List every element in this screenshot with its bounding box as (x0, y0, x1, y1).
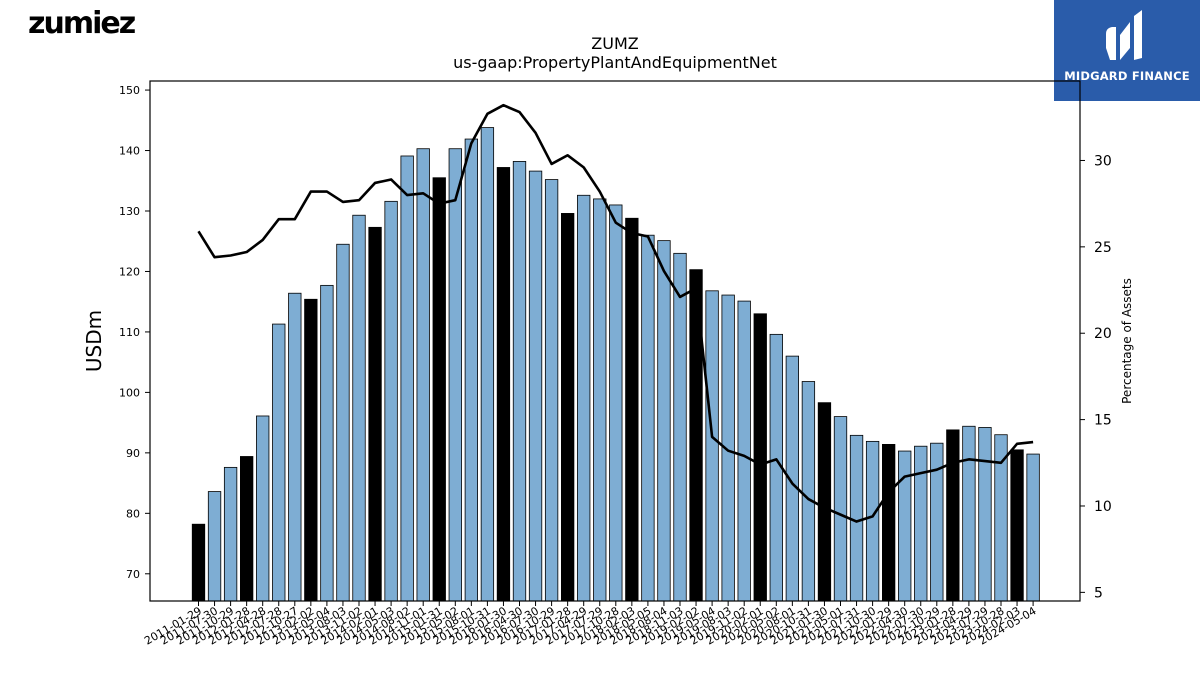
bar (673, 252, 687, 602)
plot-frame (149, 80, 1081, 602)
bar (593, 198, 607, 602)
bar (978, 427, 992, 602)
bar (239, 456, 254, 602)
bar (528, 170, 543, 602)
percentage-line (197, 103, 1034, 523)
bar (336, 243, 350, 602)
bar (207, 491, 222, 602)
bar (625, 217, 639, 602)
bar (480, 127, 495, 602)
bar (464, 138, 479, 602)
bar (352, 214, 366, 602)
bar (737, 300, 751, 602)
y2-tick-label: 5 (1094, 585, 1103, 601)
bar (416, 148, 430, 602)
bar (705, 290, 719, 602)
y-tick-label: 130 (119, 205, 140, 218)
bar (384, 200, 398, 602)
bar (609, 204, 623, 602)
bar (641, 234, 655, 602)
bar (657, 240, 671, 602)
y2-tick-label: 25 (1094, 240, 1112, 256)
y2-tick-label: 20 (1094, 326, 1112, 342)
y-tick-label: 100 (119, 386, 140, 399)
bar (801, 381, 816, 602)
bar (994, 434, 1008, 602)
y-tick-label: 110 (119, 326, 140, 339)
chart-title: ZUMZ (591, 34, 638, 53)
chart-subtitle: us-gaap:PropertyPlantAndEquipmentNet (453, 53, 777, 72)
bar (400, 155, 414, 602)
bar (849, 434, 864, 602)
bar (512, 161, 527, 602)
y-tick-label: 80 (126, 507, 140, 520)
bar (368, 226, 382, 602)
y2-tick-label: 30 (1094, 153, 1112, 169)
bar (946, 429, 960, 602)
y-tick-label: 150 (119, 84, 140, 97)
line-group (197, 103, 1034, 523)
bar (496, 167, 511, 602)
bar (914, 445, 928, 602)
bar (304, 298, 318, 602)
bar (191, 523, 206, 602)
y-axis-label: USDm (82, 310, 106, 372)
y2-tick-label: 15 (1094, 413, 1112, 429)
bar (320, 284, 334, 602)
bar (753, 313, 767, 602)
bar (833, 416, 848, 602)
bar (1010, 449, 1024, 602)
bar (256, 415, 270, 602)
y-tick-label: 120 (119, 265, 140, 278)
bars-group (191, 127, 1040, 602)
bar (544, 179, 559, 602)
bar (223, 466, 238, 602)
y2-axis-label: Percentage of Assets (1120, 278, 1134, 404)
badge-label: MIDGARD FINANCE (1064, 69, 1190, 83)
bar (272, 323, 286, 602)
bar (1026, 453, 1040, 602)
bar (288, 292, 302, 602)
bar (432, 177, 446, 602)
bar (817, 402, 832, 602)
bar (865, 440, 880, 602)
midgard-finance-badge: MIDGARD FINANCE (1054, 0, 1200, 101)
bar (577, 194, 591, 602)
bar (962, 425, 976, 602)
bar (898, 450, 912, 602)
y-tick-label: 140 (119, 145, 140, 158)
bar (561, 213, 575, 602)
bar (448, 148, 462, 602)
y-tick-label: 70 (126, 568, 140, 581)
y2-tick-label: 10 (1094, 499, 1112, 515)
y-tick-label: 90 (126, 447, 140, 460)
bar (882, 443, 896, 602)
midgard-logo-icon (1106, 10, 1142, 60)
brand-logo: zumiez (28, 6, 136, 41)
